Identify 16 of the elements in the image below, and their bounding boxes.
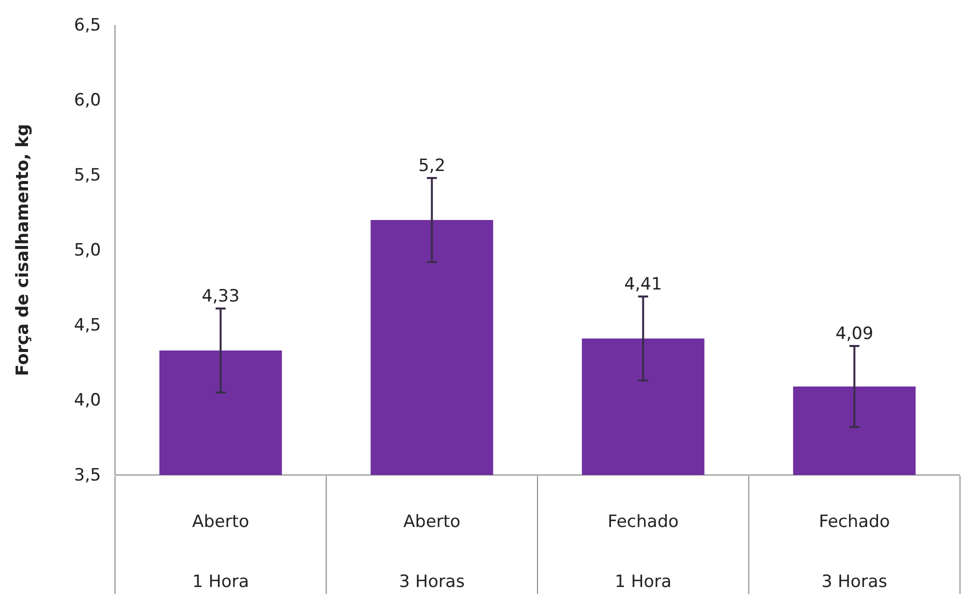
data-label: 4,41 — [624, 274, 662, 294]
y-tick-label: 4,0 — [74, 390, 101, 410]
y-tick-label: 6,5 — [74, 15, 101, 36]
y-tick-label: 5,0 — [74, 240, 101, 260]
data-label: 4,09 — [835, 324, 874, 344]
category-label: Fechado 3 Horas — [818, 512, 890, 592]
y-axis-title: Força de cisalhamento, kg — [13, 124, 33, 376]
category-label: Aberto 1 Hora — [192, 512, 250, 592]
y-tick-label: 5,5 — [74, 165, 101, 186]
data-label: 5,2 — [418, 156, 446, 176]
y-tick-label: 3,5 — [74, 465, 101, 486]
category-label: Aberto 3 Horas — [399, 512, 465, 592]
y-tick-label: 6,0 — [74, 90, 101, 110]
category-label: Fechado 1 Hora — [608, 512, 679, 592]
y-tick-label: 4,5 — [74, 315, 101, 336]
data-label: 4,33 — [202, 286, 240, 306]
